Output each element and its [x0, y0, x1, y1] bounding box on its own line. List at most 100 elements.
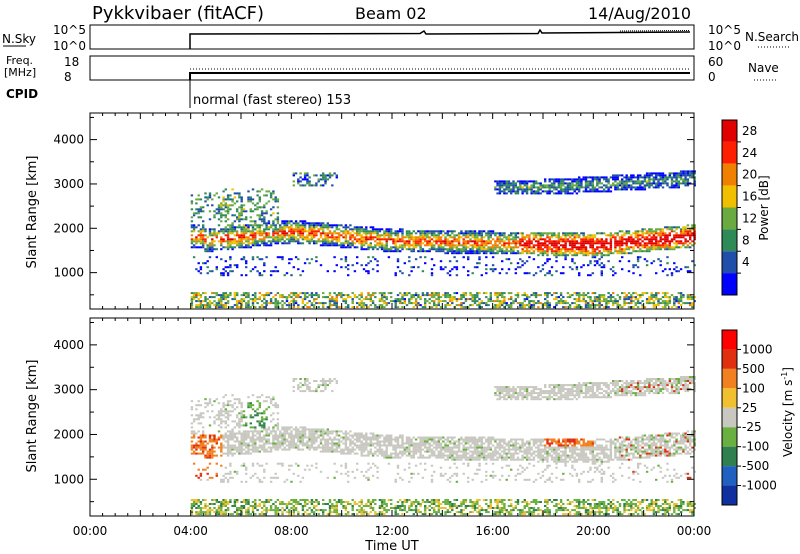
power-cell: [521, 192, 524, 195]
velocity-cell: [220, 436, 223, 439]
power-cell: [453, 292, 456, 295]
power-cell: [489, 230, 492, 233]
power-cell: [525, 190, 529, 193]
velocity-cell: [247, 406, 250, 409]
power-cell: [516, 296, 520, 299]
power-cell: [480, 232, 483, 235]
power-cell: [233, 242, 237, 245]
velocity-cell: [263, 476, 266, 479]
power-cell: [525, 272, 529, 275]
power-cell: [322, 304, 325, 307]
power-cell: [582, 296, 585, 299]
power-cell: [315, 174, 318, 177]
velocity-cell: [274, 424, 277, 427]
power-cell: [276, 198, 280, 201]
power-cell: [679, 232, 683, 235]
velocity-cell: [274, 434, 277, 437]
velocity-cell: [226, 501, 230, 503]
power-cell: [439, 300, 443, 303]
power-cell: [482, 230, 486, 233]
power-cell: [616, 306, 619, 309]
power-cell: [448, 230, 452, 233]
power-cell: [433, 292, 436, 295]
power-cell: [627, 260, 631, 263]
power-cell: [387, 248, 391, 251]
power-cell: [639, 180, 642, 183]
power-cell: [217, 230, 221, 233]
velocity-cell: [202, 442, 205, 445]
power-cell: [208, 210, 212, 213]
power-cell: [229, 264, 232, 267]
power-cell: [487, 238, 490, 241]
power-cell: [634, 292, 637, 295]
power-cell: [510, 190, 513, 193]
power-cell: [426, 244, 429, 247]
power-cell: [292, 228, 295, 231]
power-cell: [328, 294, 332, 297]
velocity-cell: [251, 416, 255, 419]
power-cell: [677, 306, 680, 309]
power-cell: [260, 206, 264, 209]
velocity-cell: [215, 442, 218, 445]
velocity-cell: [195, 501, 198, 503]
power-cell: [534, 272, 538, 275]
velocity-cell: [249, 476, 252, 479]
power-cell: [260, 220, 264, 223]
power-cell: [661, 228, 665, 231]
velocity-cell: [258, 432, 261, 435]
power-cell: [544, 274, 547, 277]
power-cell: [521, 234, 524, 237]
power-cell: [356, 238, 359, 241]
power-cell: [403, 240, 406, 243]
colorbar-tick-label: 24: [742, 146, 757, 160]
power-cell: [224, 228, 227, 231]
power-cell: [263, 294, 266, 297]
power-cell: [324, 296, 327, 299]
power-cell: [675, 240, 678, 243]
power-cell: [571, 234, 574, 237]
power-cell: [378, 304, 382, 307]
velocity-cell: [220, 412, 223, 415]
power-cell: [634, 302, 637, 305]
power-cell: [430, 272, 434, 275]
power-cell: [231, 188, 234, 191]
power-cell: [306, 182, 309, 185]
velocity-cell: [197, 436, 200, 439]
power-cell: [315, 242, 318, 245]
velocity-cell: [226, 509, 230, 512]
power-cell: [419, 244, 422, 247]
power-cell: [609, 296, 613, 299]
power-cell: [661, 186, 665, 189]
power-cell: [566, 184, 570, 187]
power-cell: [596, 188, 599, 191]
power-cell: [593, 234, 597, 237]
power-cell: [571, 238, 574, 241]
power-cell: [319, 264, 323, 267]
velocity-cell: [274, 406, 277, 409]
colorbar-tick-label: 20: [742, 168, 757, 182]
power-cell: [643, 232, 647, 235]
velocity-cell: [251, 507, 255, 509]
power-cell: [460, 236, 463, 239]
power-cell: [236, 292, 239, 295]
power-cell: [258, 298, 261, 301]
power-cell: [673, 238, 676, 241]
power-cell: [335, 240, 338, 243]
power-cell: [236, 244, 239, 247]
power-cell: [645, 236, 649, 239]
power-cell: [664, 180, 667, 183]
power-cell: [297, 222, 300, 225]
power-cell: [587, 236, 590, 239]
power-cell: [602, 246, 606, 249]
power-cell: [376, 238, 379, 241]
power-cell: [609, 244, 613, 247]
power-cell: [691, 234, 694, 237]
power-cell: [471, 272, 474, 275]
power-cell: [457, 248, 461, 251]
power-cell: [220, 294, 223, 297]
power-cell: [584, 190, 588, 193]
power-cell: [290, 226, 293, 229]
power-cell: [655, 272, 658, 275]
power-cell: [313, 232, 316, 235]
freq-right-label: Nave: [748, 61, 779, 75]
